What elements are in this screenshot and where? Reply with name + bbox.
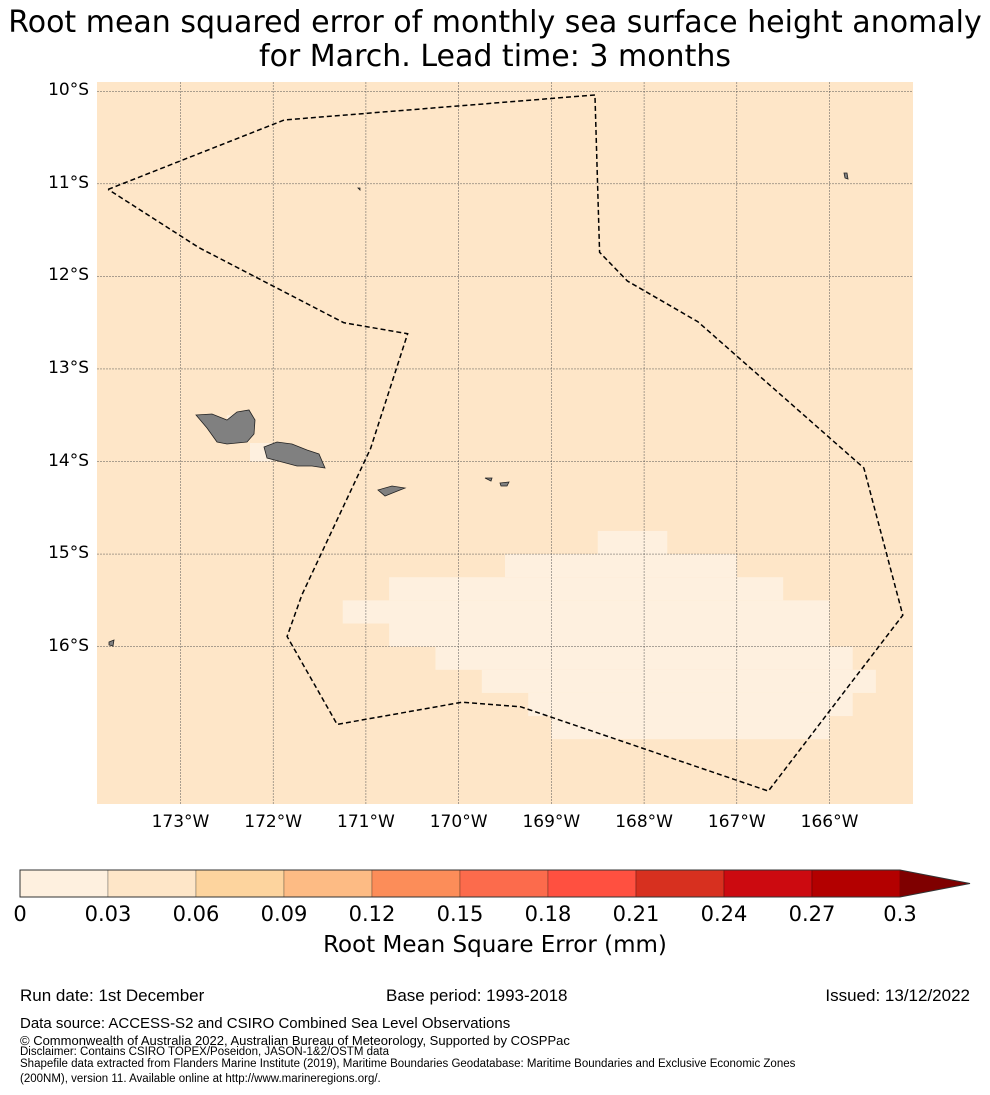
base-period: Base period: 1993-2018 [386, 986, 568, 1005]
colorbar-tick-label: 0.12 [348, 902, 396, 926]
colorbar [19, 869, 971, 898]
low-error-cell [389, 577, 784, 601]
lat-tick-label: 15°S [48, 543, 89, 564]
colorbar-extend-arrow [900, 870, 970, 897]
title-line-2: for March. Lead time: 3 months [259, 39, 731, 74]
island-tutuila [377, 485, 407, 497]
colorbar-segment [107, 869, 197, 898]
lat-tick-label: 13°S [48, 357, 89, 378]
low-error-cell [551, 716, 830, 740]
colorbar-label: Root Mean Square Error (mm) [323, 932, 667, 958]
lon-tick-label: 169°W [522, 812, 581, 832]
colorbar-segment [283, 869, 373, 898]
colorbar-segment [459, 869, 549, 898]
colorbar-tick-label: 0.27 [788, 902, 836, 926]
lon-tick-label: 171°W [337, 812, 395, 832]
colorbar-segment [811, 869, 901, 898]
eez-boundary [107, 94, 904, 792]
colorbar-tick-label: 0.3 [883, 902, 917, 926]
island-small-3 [108, 639, 115, 647]
low-error-cell [342, 600, 830, 624]
lat-tick-label: 11°S [48, 172, 89, 193]
low-error-cell [597, 530, 668, 555]
low-error-cell [528, 692, 853, 717]
shapefile-credit-1: Shapefile data extracted from Flanders M… [20, 1058, 796, 1070]
colorbar-tick-label: 0.15 [436, 902, 484, 926]
chart-title: Root mean squared error of monthly sea s… [0, 6, 990, 74]
lon-tick-label: 167°W [707, 812, 766, 832]
colorbar-segment [635, 869, 725, 898]
issued-date: Issued: 13/12/2022 [825, 986, 970, 1005]
colorbar-tick-label: 0.06 [172, 902, 220, 926]
colorbar-segment [19, 869, 109, 898]
colorbar-tick-label: 0.18 [524, 902, 572, 926]
lon-tick-label: 173°W [151, 812, 210, 832]
disclaimer: Disclaimer: Contains CSIRO TOPEX/Poseido… [20, 1046, 389, 1058]
island-small-2 [843, 172, 849, 180]
title-line-1: Root mean squared error of monthly sea s… [8, 5, 982, 40]
land-islands [108, 172, 849, 647]
island-small-1 [357, 187, 361, 191]
lat-tick-label: 16°S [48, 635, 89, 656]
colorbar-tick-label: 0 [13, 902, 27, 926]
low-error-cell [481, 669, 876, 693]
colorbar-tick-label: 0.03 [84, 902, 132, 926]
lat-tick-label: 14°S [48, 450, 89, 471]
low-error-cell [505, 554, 737, 578]
copyright: © Commonwealth of Australia 2022, Austra… [20, 1033, 570, 1048]
colorbar-tick-label: 0.09 [260, 902, 308, 926]
lat-tick-label: 12°S [48, 265, 89, 286]
colorbar-segment [547, 869, 637, 898]
lon-tick-label: 172°W [244, 812, 303, 832]
map-plot [97, 82, 913, 804]
colorbar-tick-label: 0.21 [612, 902, 660, 926]
island-upolu [263, 441, 326, 469]
colorbar-outline [19, 869, 971, 898]
colorbar-tick-label: 0.24 [700, 902, 748, 926]
colorbar-segment [723, 869, 813, 898]
island-savaii [195, 409, 256, 445]
island-manua [484, 477, 510, 487]
lon-tick-label: 170°W [429, 812, 488, 832]
shapefile-credit-2: (200NM), version 11. Available online at… [20, 1073, 381, 1085]
colorbar-segment [195, 869, 285, 898]
run-date: Run date: 1st December [20, 986, 205, 1005]
colorbar-segment [371, 869, 461, 898]
data-source: Data source: ACCESS-S2 and CSIRO Combine… [20, 1015, 511, 1032]
low-error-cell [389, 623, 830, 647]
lat-tick-label: 10°S [48, 80, 89, 101]
lon-tick-label: 168°W [615, 812, 673, 832]
lon-tick-label: 166°W [800, 812, 859, 832]
